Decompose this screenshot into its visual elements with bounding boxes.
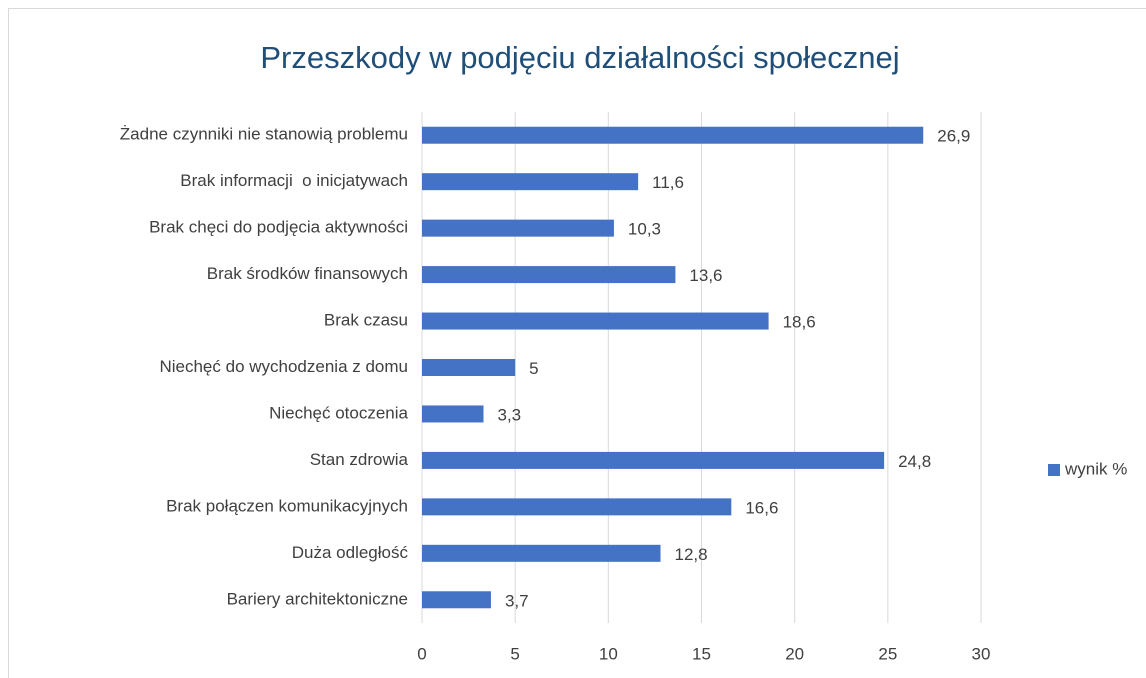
bar — [422, 126, 924, 144]
data-label: 3,7 — [505, 591, 529, 610]
x-tick-label: 25 — [878, 644, 897, 663]
data-label: 16,6 — [745, 498, 778, 517]
y-tick-label: Duża odległość — [292, 543, 409, 562]
x-tick-label: 30 — [972, 644, 991, 663]
legend-label: wynik % — [1064, 459, 1127, 478]
data-label: 5 — [529, 359, 538, 378]
legend-swatch — [1048, 464, 1060, 476]
data-label: 13,6 — [689, 266, 722, 285]
x-tick-label: 10 — [599, 644, 618, 663]
y-tick-label: Żadne czynniki nie stanowią problemu — [120, 125, 408, 144]
data-label: 24,8 — [898, 452, 931, 471]
y-tick-label: Brak środków finansowych — [207, 264, 408, 283]
data-label: 18,6 — [783, 313, 816, 332]
data-label: 12,8 — [675, 545, 708, 564]
bar — [422, 359, 516, 376]
bar — [422, 451, 885, 469]
bar — [422, 498, 732, 516]
bar — [422, 266, 676, 284]
bar — [422, 173, 639, 191]
y-tick-label: Bariery architektoniczne — [227, 589, 408, 608]
bar — [422, 312, 769, 330]
y-tick-label: Brak chęci do podjęcia aktywności — [149, 218, 408, 237]
y-tick-label: Brak informacji o inicjatywach — [180, 171, 408, 190]
data-label: 10,3 — [628, 220, 661, 239]
bar — [422, 591, 491, 609]
x-tick-label: 0 — [417, 644, 426, 663]
x-tick-label: 15 — [692, 644, 711, 663]
x-tick-label: 20 — [785, 644, 804, 663]
bar — [422, 544, 661, 562]
data-label: 3,3 — [497, 405, 521, 424]
y-tick-label: Niechęć do wychodzenia z domu — [159, 357, 408, 376]
y-tick-label: Brak połączen komunikacyjnych — [166, 496, 408, 515]
chart-border — [8, 8, 1146, 678]
y-tick-label: Stan zdrowia — [310, 450, 409, 469]
y-tick-label: Niechęć otoczenia — [269, 403, 408, 422]
y-tick-label: Brak czasu — [324, 311, 408, 330]
data-label: 11,6 — [652, 173, 684, 192]
x-tick-label: 5 — [510, 644, 519, 663]
bar — [422, 219, 614, 237]
data-label: 26,9 — [937, 127, 970, 146]
bar — [422, 405, 484, 423]
chart-title: Przeszkody w podjęciu działalności społe… — [260, 40, 899, 75]
